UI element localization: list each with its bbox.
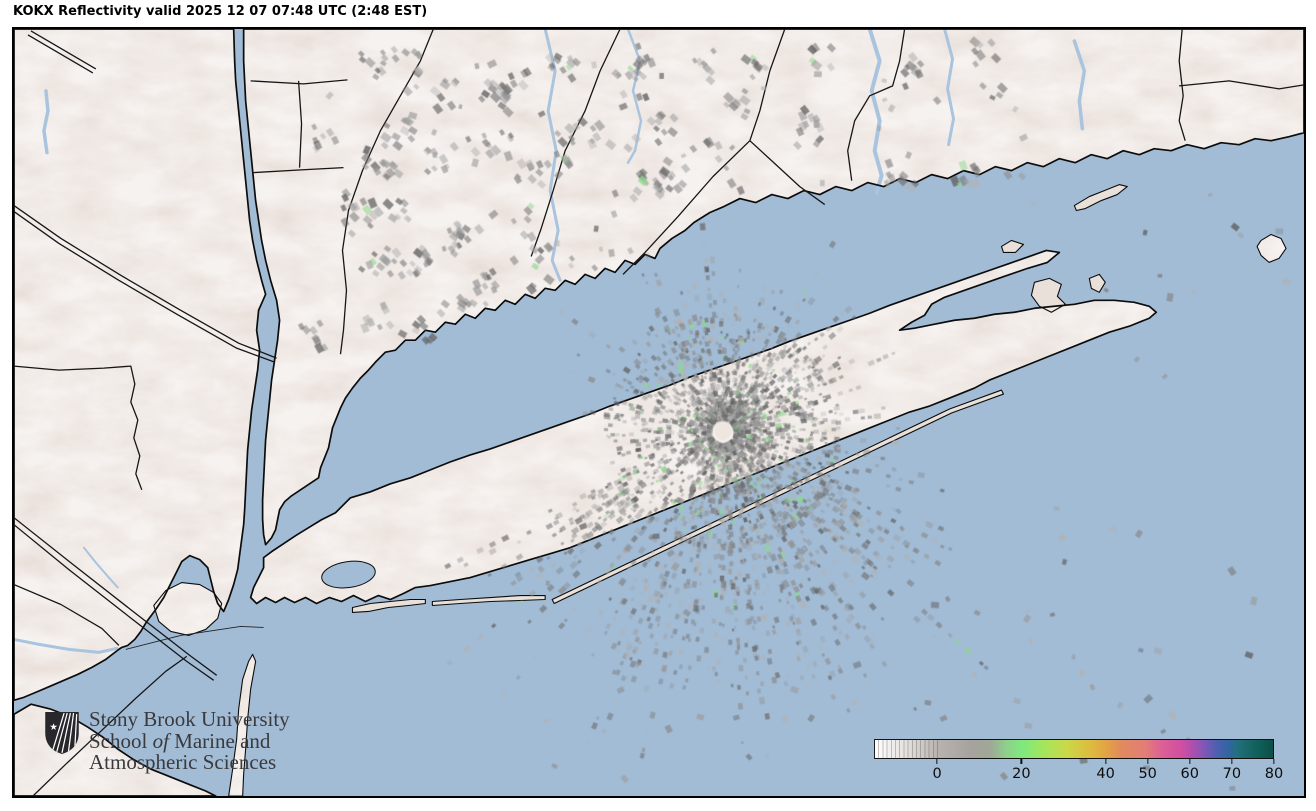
reflectivity-colorbar: 0 20 40 50 60 70 80	[874, 739, 1283, 787]
colorbar-tick	[1189, 759, 1191, 764]
colorbar-tick	[1020, 759, 1023, 764]
colorbar-tick-label: 0	[932, 766, 942, 782]
colorbar-tick-label: 40	[1096, 766, 1115, 782]
colorbar-tick	[1104, 759, 1107, 764]
page-title: KOKX Reflectivity valid 2025 12 07 07:48…	[13, 4, 428, 19]
radar-echo-layer	[14, 29, 1304, 796]
stony-brook-logo: ★ Stony Brook University School of Marin…	[44, 707, 290, 774]
star-icon: ★	[49, 722, 57, 733]
colorbar-tick	[936, 759, 938, 764]
colorbar-tick	[1231, 759, 1233, 764]
colorbar-tick	[1273, 759, 1275, 764]
radar-map: ★ Stony Brook University School of Marin…	[12, 27, 1306, 798]
colorbar-tick-label: 80	[1264, 766, 1284, 782]
colorbar-bar	[874, 739, 1274, 759]
logo-line-1: Stony Brook University	[89, 707, 290, 731]
university-shield-icon: ★	[45, 712, 79, 754]
colorbar-tick-label: 50	[1138, 766, 1157, 782]
logo-line-2: School of Marine and	[89, 728, 271, 753]
logo-line-3: Atmospheric Sciences	[89, 750, 277, 774]
logo-wordmark: Stony Brook University School of Marine …	[89, 707, 290, 774]
colorbar-tick-label: 60	[1180, 766, 1200, 782]
colorbar-tick-label: 20	[1012, 766, 1031, 782]
colorbar-tick-label: 70	[1222, 766, 1242, 782]
colorbar-tick	[1147, 759, 1149, 764]
